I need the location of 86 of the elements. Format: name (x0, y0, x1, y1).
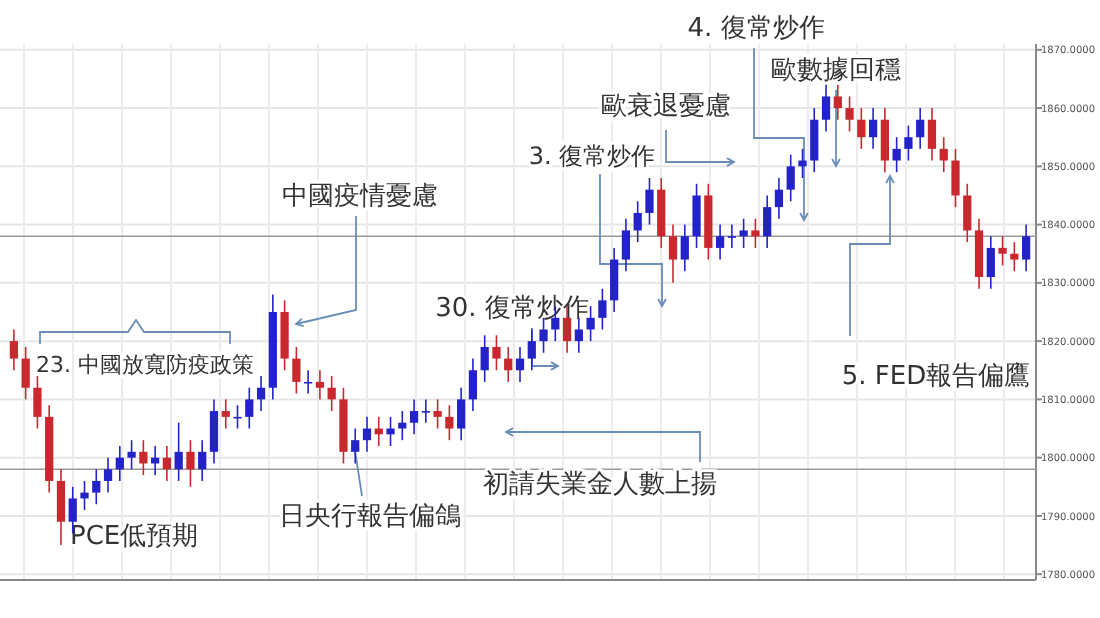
candlestick (821, 83, 831, 133)
annotation: 中國疫情憂慮 (282, 182, 438, 212)
candlestick (845, 95, 854, 133)
candlestick (586, 305, 595, 342)
candlestick (115, 445, 124, 482)
candlestick (127, 439, 136, 471)
annotation: 日央行報告偏鴿 (279, 502, 461, 532)
candlestick (280, 299, 289, 372)
candlestick (292, 346, 301, 395)
candlestick (209, 398, 219, 465)
annotation: 初請失業金人數上揚 (483, 470, 717, 500)
candlestick (468, 357, 478, 412)
candlestick (457, 386, 466, 441)
candlestick (515, 346, 525, 383)
candlestick (916, 107, 925, 150)
candlestick (386, 416, 395, 447)
candlestick (492, 334, 501, 372)
candlestick (680, 223, 689, 273)
candlestick (21, 346, 30, 401)
candlestick (80, 480, 89, 511)
candlestick (433, 398, 442, 430)
candlestick (33, 375, 42, 430)
annotation: PCE低預期 (70, 522, 199, 552)
candlestick (362, 416, 372, 453)
candlestick (256, 375, 266, 412)
candlestick (245, 386, 254, 430)
candlestick (174, 421, 183, 482)
candlestick (892, 136, 901, 173)
annotation: 歐數據回穩 (771, 56, 901, 86)
candlestick (480, 334, 489, 383)
candlestick (974, 217, 984, 290)
candlestick (645, 177, 654, 226)
candlestick (739, 217, 748, 249)
candlestick (657, 177, 666, 249)
candlestick (951, 148, 960, 208)
candlestick (774, 177, 784, 220)
candlestick (327, 375, 336, 412)
candlestick (186, 439, 195, 488)
candlestick (763, 194, 772, 249)
candlestick (857, 107, 866, 150)
candlestick (880, 107, 889, 173)
candlestick (221, 398, 230, 430)
candlestick (621, 217, 631, 273)
candlestick (939, 136, 948, 173)
candlestick (963, 183, 972, 243)
candlestick (986, 235, 995, 290)
candlestick (598, 287, 607, 331)
annotation: 23. 中國放寬防疫政策 (36, 352, 254, 378)
candlestick (751, 217, 760, 249)
candlestick (103, 456, 113, 494)
candlestick (56, 468, 66, 546)
candlestick (421, 398, 430, 424)
candlestick (445, 404, 454, 441)
candlestick (139, 439, 148, 476)
candlestick (868, 107, 878, 150)
candlestick (398, 410, 407, 441)
candlestick (92, 468, 101, 506)
candlestick (304, 369, 313, 395)
candlestick (633, 200, 642, 243)
candlestick (162, 445, 172, 482)
candlestick (998, 235, 1007, 267)
candlestick (786, 153, 795, 203)
candlestick (927, 107, 937, 162)
candlestick (409, 398, 419, 436)
candlestick (315, 369, 325, 401)
candlestick (668, 223, 678, 284)
candlestick (904, 124, 913, 162)
candlestick (1010, 241, 1019, 273)
annotation: 30. 復常炒作 (435, 294, 589, 324)
candlestick (798, 148, 807, 179)
candlestick (727, 223, 736, 249)
candlestick (610, 247, 619, 313)
text: 4. 復常炒作 (687, 14, 825, 44)
candlestick (574, 317, 583, 354)
candlestick (539, 317, 548, 354)
candlestick (198, 439, 207, 482)
candlestick (692, 183, 701, 249)
candlestick (527, 328, 536, 372)
annotation: 歐衰退憂慮 (601, 90, 731, 122)
candlestick (715, 223, 725, 261)
candlestick (1022, 223, 1031, 273)
candlestick (504, 346, 513, 383)
candlestick (9, 328, 18, 372)
candlestick (810, 107, 819, 173)
annotation: 5. FED報告偏鷹 (841, 360, 1031, 392)
annotation: 3. 復常炒作 (528, 142, 656, 170)
